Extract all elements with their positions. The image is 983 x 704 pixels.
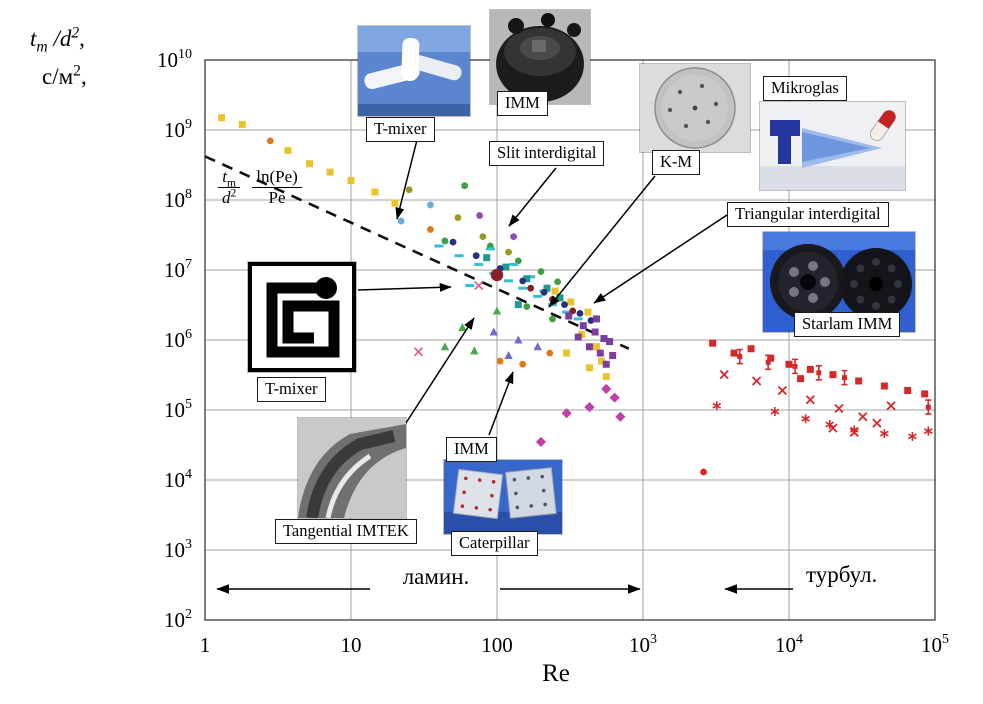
callout-mikroglas: Mikroglas xyxy=(763,76,847,101)
svg-text:106: 106 xyxy=(164,327,192,352)
callout-imm-bottom: IMM xyxy=(446,437,497,462)
svg-text:104: 104 xyxy=(775,632,803,657)
svg-text:103: 103 xyxy=(164,537,192,562)
callout-slit-interdigital: Slit interdigital xyxy=(489,141,605,166)
y-axis-unit-line2: с/м2, xyxy=(42,62,87,89)
callout-t-mixer-serpentine: T-mixer xyxy=(257,377,326,402)
x-axis-label: Re xyxy=(542,660,570,687)
callout-tangential-imtek: Tangential IMTEK xyxy=(275,519,417,544)
svg-text:104: 104 xyxy=(164,467,192,492)
callout-t-mixer-top: T-mixer xyxy=(366,117,435,142)
imm-mixer-photo xyxy=(490,10,590,104)
callout-caterpillar: Caterpillar xyxy=(451,531,538,556)
y-axis-unit-line1: tm /d2, xyxy=(30,24,85,56)
t-mixer-serpentine-image xyxy=(248,262,356,372)
callout-k-m: K-M xyxy=(652,150,701,175)
km-mixer-photo xyxy=(640,64,750,152)
mikroglas-mixer-photo xyxy=(760,102,905,190)
callout-imm-top: IMM xyxy=(497,91,548,116)
trend-formula: tm d2 ln(Pe) Pe xyxy=(218,167,302,207)
t-mixer-photo xyxy=(358,26,470,116)
svg-text:107: 107 xyxy=(164,257,192,282)
turbulent-regime-label: турбул. xyxy=(806,562,878,587)
svg-text:108: 108 xyxy=(164,187,192,212)
tangential-imtek-photo xyxy=(298,418,406,518)
svg-text:1010: 1010 xyxy=(157,47,192,72)
svg-text:100: 100 xyxy=(481,633,513,657)
svg-text:103: 103 xyxy=(629,632,657,657)
svg-text:10: 10 xyxy=(341,633,362,657)
formula-fraction-tm-d2: tm d2 xyxy=(218,167,240,207)
laminar-regime-label: ламин. xyxy=(402,564,470,589)
svg-text:1: 1 xyxy=(200,633,211,657)
caterpillar-mixer-photo xyxy=(444,460,562,534)
svg-text:105: 105 xyxy=(164,397,192,422)
callout-triangular-interdigital: Triangular interdigital xyxy=(727,202,889,227)
formula-fraction-lnpe-pe: ln(Pe) Pe xyxy=(252,167,302,207)
starlam-mixer-photo xyxy=(763,232,915,332)
svg-text:109: 109 xyxy=(164,117,192,142)
callout-starlam-imm: Starlam IMM xyxy=(794,312,901,337)
svg-text:102: 102 xyxy=(164,607,192,632)
svg-text:105: 105 xyxy=(921,632,949,657)
y-axis-unit-label: tm /d2, с/м2, xyxy=(30,24,87,90)
